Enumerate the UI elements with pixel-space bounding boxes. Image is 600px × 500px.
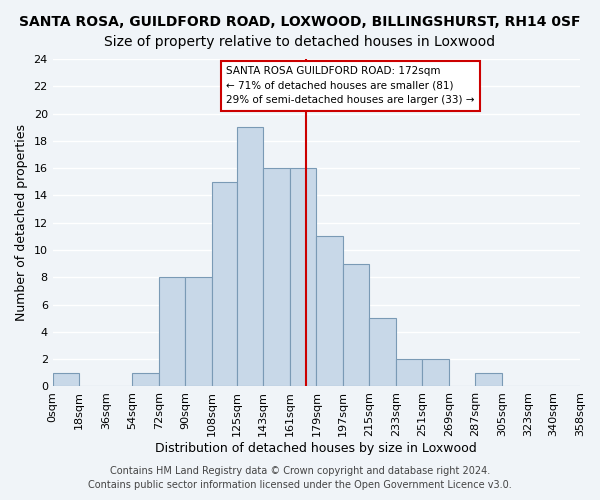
Bar	[237, 127, 263, 386]
Text: SANTA ROSA, GUILDFORD ROAD, LOXWOOD, BILLINGSHURST, RH14 0SF: SANTA ROSA, GUILDFORD ROAD, LOXWOOD, BIL…	[19, 15, 581, 29]
Bar	[290, 168, 316, 386]
X-axis label: Distribution of detached houses by size in Loxwood: Distribution of detached houses by size …	[155, 442, 477, 455]
Text: Contains HM Land Registry data © Crown copyright and database right 2024.
Contai: Contains HM Land Registry data © Crown c…	[88, 466, 512, 490]
Bar	[396, 359, 422, 386]
Text: SANTA ROSA GUILDFORD ROAD: 172sqm
← 71% of detached houses are smaller (81)
29% : SANTA ROSA GUILDFORD ROAD: 172sqm ← 71% …	[226, 66, 475, 106]
Bar	[316, 236, 343, 386]
Bar	[53, 373, 79, 386]
Bar	[185, 278, 212, 386]
Text: Size of property relative to detached houses in Loxwood: Size of property relative to detached ho…	[104, 35, 496, 49]
Bar	[343, 264, 370, 386]
Bar	[475, 373, 502, 386]
Bar	[159, 278, 185, 386]
Bar	[132, 373, 159, 386]
Bar	[422, 359, 449, 386]
Y-axis label: Number of detached properties: Number of detached properties	[15, 124, 28, 321]
Bar	[212, 182, 237, 386]
Bar	[263, 168, 290, 386]
Bar	[370, 318, 396, 386]
